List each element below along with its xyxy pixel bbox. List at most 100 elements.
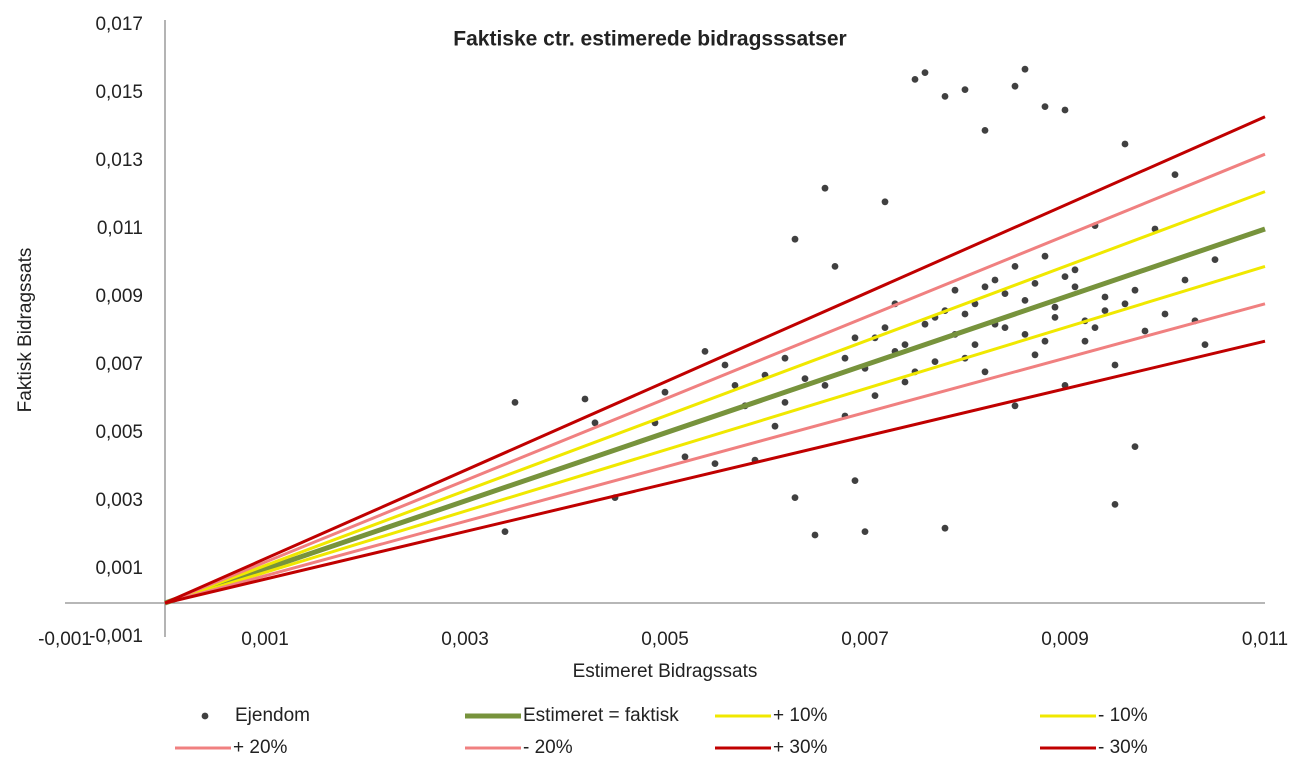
y-tick-label: 0,017 [95, 14, 143, 35]
scatter-point [821, 382, 829, 389]
scatter-point [901, 341, 909, 348]
scatter-point [1001, 324, 1009, 331]
scatter-point [1071, 266, 1079, 274]
scatter-point [701, 348, 709, 355]
scatter-point [1091, 324, 1099, 331]
scatter-point [1181, 276, 1189, 284]
scatter-point [961, 86, 969, 93]
scatter-point [851, 334, 859, 342]
scatter-point [851, 477, 859, 484]
scatter-point [871, 392, 879, 399]
scatter-point [991, 276, 999, 284]
scatter-point [861, 528, 869, 535]
scatter-point [1211, 256, 1219, 263]
scatter-point [881, 198, 889, 206]
scatter-point [921, 320, 929, 328]
scatter-point [1121, 300, 1129, 308]
scatter-point [931, 358, 939, 365]
scatter-point [1031, 351, 1039, 359]
y-tick-label: 0,011 [97, 218, 143, 239]
scatter-point [731, 382, 739, 389]
y-tick-label: 0,007 [95, 354, 143, 375]
scatter-point [1021, 65, 1029, 73]
y-tick-label: 0,003 [95, 490, 143, 511]
scatter-point [501, 528, 509, 535]
scatter-point [1131, 443, 1139, 450]
y-tick-label: 0,013 [95, 150, 143, 171]
scatter-point [1061, 273, 1069, 280]
scatter-point [1201, 341, 1209, 348]
scatter-point [921, 69, 929, 76]
legend-label: - 20% [523, 737, 573, 758]
scatter-point [1141, 327, 1149, 335]
reference-line [164, 152, 1266, 605]
reference-line [164, 226, 1266, 606]
scatter-point [791, 494, 799, 501]
scatter-point [1111, 501, 1119, 508]
scatter-point [661, 388, 669, 396]
scatter-point [981, 368, 989, 376]
scatter-point [781, 399, 789, 406]
scatter-point [951, 286, 959, 294]
legend-label: + 20% [233, 737, 288, 758]
y-tick-label: -0,001 [89, 626, 143, 647]
scatter-point [1161, 310, 1169, 318]
legend-label: - 10% [1098, 705, 1148, 726]
legend-label: + 30% [773, 737, 828, 758]
scatter-point [821, 184, 829, 192]
scatter-point [1051, 303, 1059, 311]
reference-line [164, 339, 1266, 605]
scatter-point [1011, 82, 1019, 90]
scatter-point [981, 283, 989, 291]
y-tick-label: 0,015 [95, 82, 143, 103]
scatter-point [1081, 337, 1089, 345]
x-tick-label: 0,003 [441, 629, 489, 650]
legend-label: + 10% [773, 705, 828, 726]
scatter-point [1031, 280, 1039, 287]
scatter-point [591, 419, 599, 427]
scatter-point [811, 531, 819, 539]
legend-marker [201, 712, 209, 720]
scatter-point [1111, 361, 1119, 369]
scatter-point [831, 263, 839, 270]
scatter-point [801, 375, 809, 382]
scatter-point [581, 395, 589, 403]
scatter-point [711, 460, 719, 467]
scatter-point [681, 453, 689, 461]
y-tick-label: 0,001 [95, 558, 143, 579]
scatter-point [1001, 290, 1009, 297]
legend-label: Estimeret = faktisk [523, 705, 679, 726]
scatter-point [1021, 331, 1029, 338]
x-tick-label: 0,011 [1242, 629, 1288, 650]
scatter-point [1121, 140, 1129, 148]
reference-line [164, 115, 1266, 605]
y-tick-label: 0,005 [95, 422, 143, 443]
reference-line [164, 264, 1266, 605]
scatter-point [721, 361, 729, 369]
scatter-point [791, 235, 799, 243]
scatter-point [1101, 307, 1109, 314]
y-axis-label: Faktisk Bidragssats [15, 248, 36, 413]
scatter-point [1011, 263, 1019, 270]
scatter-point [841, 354, 849, 362]
x-axis-label: Estimeret Bidragssats [573, 661, 758, 682]
scatter-point [1071, 283, 1079, 291]
scatter-point [901, 378, 909, 386]
scatter-point [1051, 314, 1059, 321]
reference-line [164, 302, 1266, 605]
scatter-point [1011, 402, 1019, 410]
scatter-point [1021, 297, 1029, 304]
scatter-point [1131, 286, 1139, 294]
legend-label: - 30% [1098, 737, 1148, 758]
y-tick-label: 0,009 [95, 286, 143, 307]
x-tick-label: 0,009 [1041, 629, 1089, 650]
scatter-point [1101, 293, 1109, 301]
scatter-point [1061, 106, 1069, 114]
legend-label: Ejendom [235, 705, 310, 726]
scatter-point [981, 126, 989, 134]
scatter-point [1041, 252, 1049, 260]
scatter-point [971, 341, 979, 348]
x-tick-label: 0,005 [641, 629, 689, 650]
scatter-point [881, 324, 889, 331]
